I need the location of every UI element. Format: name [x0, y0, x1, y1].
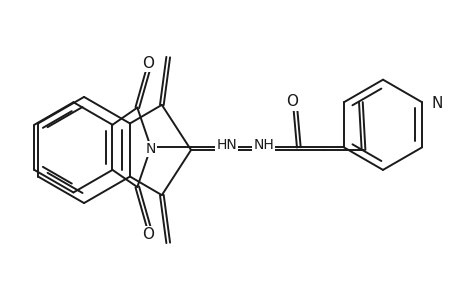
Text: N: N	[431, 96, 442, 111]
Text: N: N	[146, 142, 156, 156]
Text: NH: NH	[253, 138, 274, 152]
Text: O: O	[142, 56, 154, 70]
Text: HN: HN	[216, 138, 236, 152]
Text: O: O	[142, 227, 154, 242]
Text: O: O	[286, 94, 298, 110]
